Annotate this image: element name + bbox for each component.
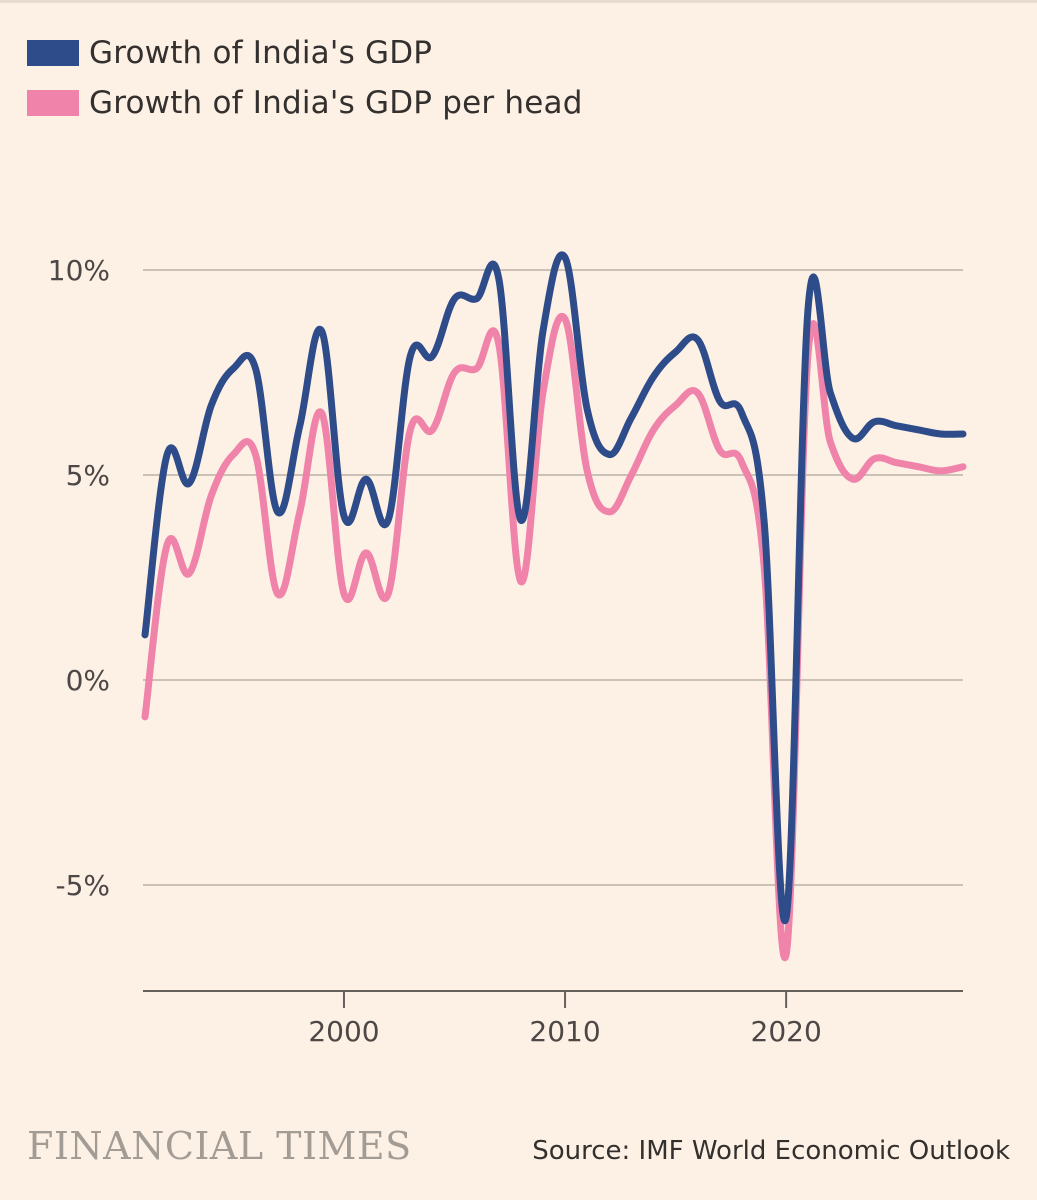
- x-tick-label: 2010: [529, 1015, 600, 1048]
- series-line-gdp: [141, 251, 967, 925]
- source-note: Source: IMF World Economic Outlook: [532, 1136, 1010, 1166]
- y-tick-label: 10%: [48, 254, 110, 287]
- y-tick-label: 5%: [66, 459, 110, 492]
- y-tick-label: -5%: [55, 869, 110, 902]
- legend-label-gdp-per-head: Growth of India's GDP per head: [89, 85, 583, 121]
- line-chart: 10% 5% 0% -5% 2000 2010 2020: [48, 251, 967, 1048]
- legend-item-gdp-per-head: Growth of India's GDP per head: [27, 78, 583, 128]
- legend-item-gdp: Growth of India's GDP: [27, 28, 583, 78]
- top-border: [0, 0, 1037, 3]
- legend: Growth of India's GDP Growth of India's …: [27, 28, 583, 128]
- financial-times-logo: FINANCIAL TIMES: [27, 1124, 412, 1168]
- y-tick-label: 0%: [66, 664, 110, 697]
- legend-swatch-gdp: [27, 40, 79, 66]
- x-tick-label: 2000: [308, 1015, 379, 1048]
- x-tick-label: 2020: [751, 1015, 822, 1048]
- legend-swatch-gdp-per-head: [27, 90, 79, 116]
- legend-label-gdp: Growth of India's GDP: [89, 35, 433, 71]
